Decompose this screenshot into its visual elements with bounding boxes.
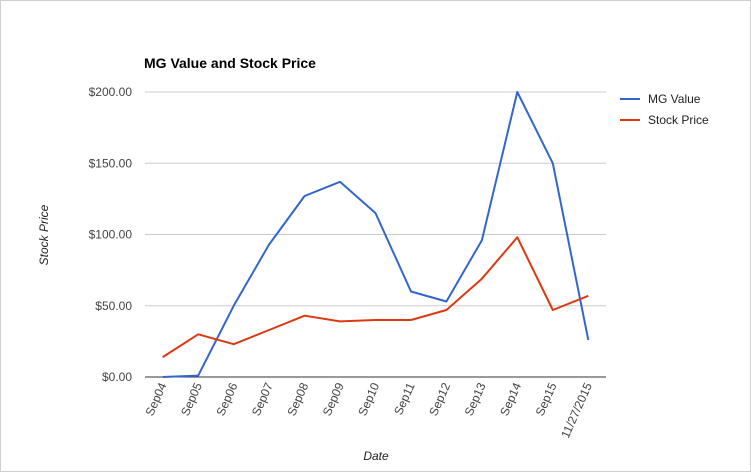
x-tick-label: Sep15 xyxy=(533,380,560,418)
y-axis-title: Stock Price xyxy=(37,204,51,265)
legend-label: MG Value xyxy=(648,92,701,106)
x-tick-label: Sep04 xyxy=(143,380,170,418)
y-tick-label: $200.00 xyxy=(89,85,133,99)
x-tick-label: Sep10 xyxy=(355,380,382,418)
x-tick-label: Sep08 xyxy=(284,380,311,418)
y-tick-label: $0.00 xyxy=(102,370,132,384)
x-tick-label: Sep07 xyxy=(249,380,276,418)
x-axis-ticks: Sep04 Sep05 Sep06 Sep07 Sep08 Sep09 Sep10 Sep11… xyxy=(143,380,596,440)
legend-label: Stock Price xyxy=(648,113,709,127)
y-tick-label: $50.00 xyxy=(95,299,132,313)
chart-title: MG Value and Stock Price xyxy=(144,55,316,71)
x-tick-label: Sep09 xyxy=(320,380,347,418)
x-tick-label: Sep06 xyxy=(213,380,240,418)
gridlines xyxy=(145,91,606,307)
y-tick-label: $100.00 xyxy=(89,228,133,242)
x-tick-label: Sep12 xyxy=(426,380,453,418)
x-tick-label: Sep05 xyxy=(178,380,205,418)
series-line-0 xyxy=(162,91,590,378)
legend: MG Value Stock Price xyxy=(620,92,709,127)
x-tick-label: 11/27/2015 xyxy=(558,380,595,440)
x-axis-title: Date xyxy=(363,449,389,463)
x-tick-label: Sep13 xyxy=(462,380,489,418)
y-tick-label: $150.00 xyxy=(89,156,133,170)
y-axis-ticks: $0.00 $50.00 $100.00 $150.00 $200.00 xyxy=(89,85,133,384)
x-tick-label: Sep11 xyxy=(391,380,418,417)
series-lines xyxy=(162,91,590,378)
x-tick-label: Sep14 xyxy=(497,380,524,418)
series-line-1 xyxy=(162,236,589,358)
